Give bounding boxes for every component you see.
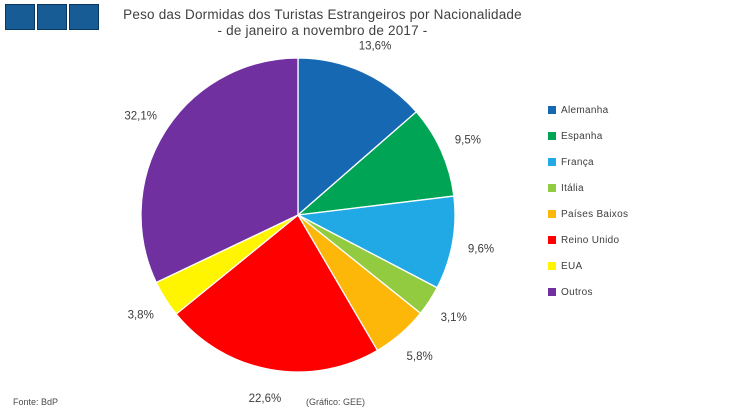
legend-item-paises-baixos: Países Baixos: [548, 201, 628, 227]
pie-slice-espanha: [297, 111, 455, 216]
pie-label-eua: 3,8%: [128, 309, 154, 321]
pie-label-reino-unido: 22,6%: [249, 393, 282, 405]
legend-marker-icon: [548, 210, 556, 218]
logo-three-squares: [5, 4, 99, 30]
legend-marker-icon: [548, 184, 556, 192]
legend-marker-icon: [548, 132, 556, 140]
legend-item-espanha: Espanha: [548, 123, 628, 149]
logo-square-icon: [5, 4, 35, 30]
legend-item-reino-unido: Reino Unido: [548, 227, 628, 253]
legend-label: Itália: [561, 182, 584, 194]
legend-label: Alemanha: [561, 104, 609, 116]
pie-slice-outros: [140, 57, 299, 284]
chart-title-line2: - de janeiro a novembro de 2017 -: [217, 23, 428, 38]
pie-label-alemanha: 13,6%: [359, 41, 392, 53]
legend-label: Reino Unido: [561, 234, 620, 246]
pie-label-paises-baixos: 5,8%: [406, 351, 432, 363]
pie-label-italia: 3,1%: [441, 312, 467, 324]
pie-label-espanha: 9,5%: [455, 134, 481, 146]
legend-item-eua: EUA: [548, 253, 628, 279]
legend-marker-icon: [548, 158, 556, 166]
legend-marker-icon: [548, 106, 556, 114]
credit-note: (Gráfico: GEE): [306, 397, 366, 407]
legend-label: Outros: [561, 286, 593, 298]
legend-label: EUA: [561, 260, 583, 272]
legend-marker-icon: [548, 288, 556, 296]
legend-item-alemanha: Alemanha: [548, 97, 628, 123]
pie-label-franca: 9,6%: [468, 243, 494, 255]
legend-label: Espanha: [561, 130, 603, 142]
pie-slice-reino-unido: [175, 214, 379, 373]
legend-marker-icon: [548, 262, 556, 270]
logo-square-icon: [37, 4, 67, 30]
pie-slice-alemanha: [297, 57, 417, 216]
pie-label-outros: 32,1%: [124, 111, 157, 123]
legend-label: Países Baixos: [561, 208, 629, 220]
legend: Alemanha Espanha França Itália Países Baixos…: [548, 97, 628, 305]
logo-square-icon: [69, 4, 99, 30]
legend-item-outros: Outros: [548, 279, 628, 305]
chart-title: Peso das Dormidas dos Turistas Estrangei…: [0, 7, 645, 39]
pie-slice-franca: [297, 195, 456, 289]
source-note: Fonte: BdP: [13, 397, 59, 407]
legend-item-franca: França: [548, 149, 628, 175]
chart-title-line1: Peso das Dormidas dos Turistas Estrangei…: [123, 7, 522, 22]
legend-marker-icon: [548, 236, 556, 244]
legend-item-italia: Itália: [548, 175, 628, 201]
legend-label: França: [561, 156, 594, 168]
